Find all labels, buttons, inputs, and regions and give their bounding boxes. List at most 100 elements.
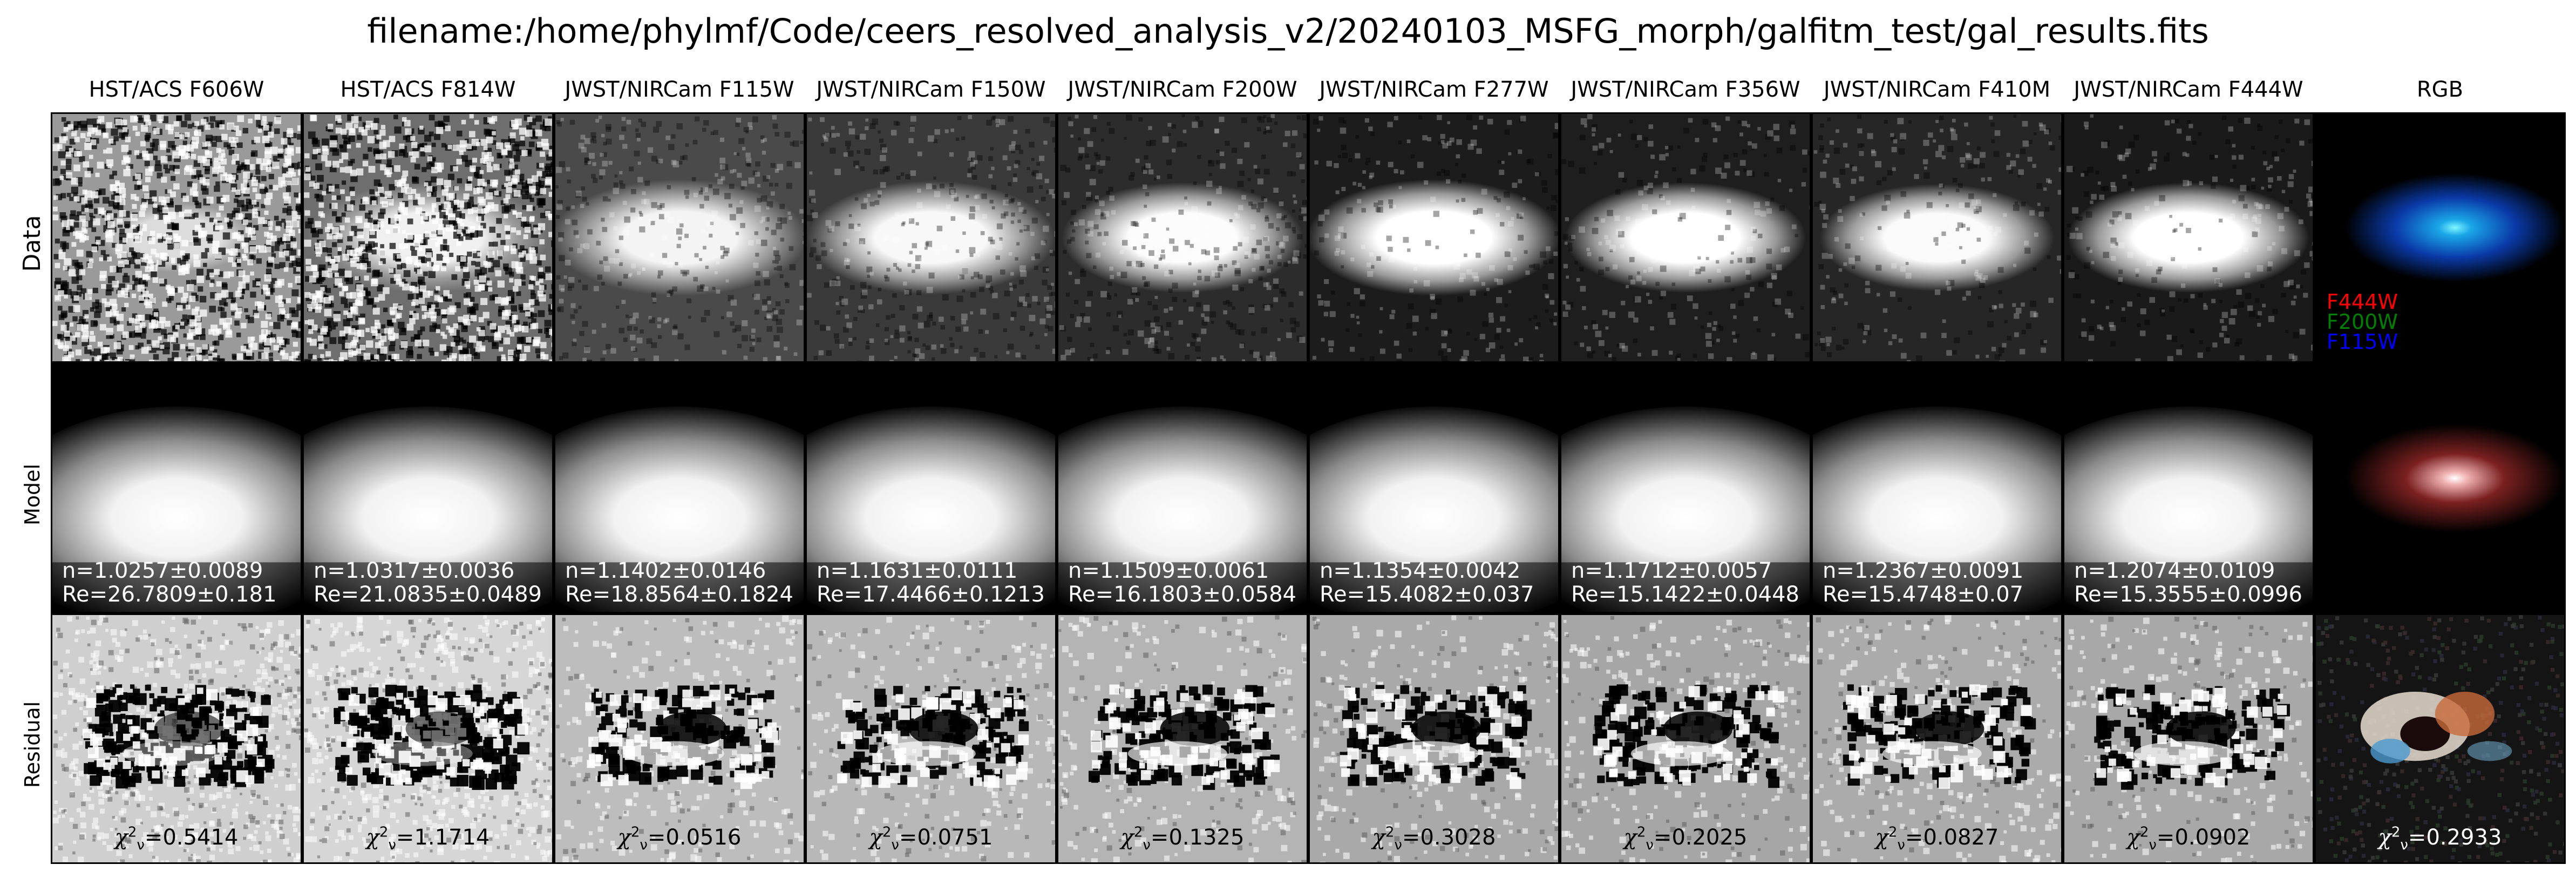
column-label-rgb: RGB xyxy=(2416,77,2464,102)
model-panel-image xyxy=(304,364,552,612)
fit-parameters: n=1.1509±0.0061 Re=16.1803±0.0584 xyxy=(1068,559,1296,606)
column-label: JWST/NIRCam F410M xyxy=(1823,77,2051,102)
model-panel: n=1.1509±0.0061 Re=16.1803±0.0584 xyxy=(1057,363,1308,613)
effective-radius: Re=15.1422±0.0448 xyxy=(1571,582,1800,607)
column-label: JWST/NIRCam F200W xyxy=(1068,77,1297,102)
column-label: JWST/NIRCam F115W xyxy=(565,77,794,102)
reduced-chi2: χ2ν=0.3028 xyxy=(1372,824,1496,853)
sersic-index: n=1.0257±0.0089 xyxy=(62,558,263,583)
reduced-chi2: χ2ν=0.0751 xyxy=(869,824,993,853)
rgb-legend: F444W F200W F115W xyxy=(2327,292,2398,352)
reduced-chi2: χ2ν=1.1714 xyxy=(366,824,490,853)
model-panel: n=1.0317±0.0036 Re=21.0835±0.0489 xyxy=(302,363,554,613)
row-label-residual: Residual xyxy=(21,701,44,788)
column-label: JWST/NIRCam F150W xyxy=(816,77,1046,102)
residual-panel-image xyxy=(1813,615,2061,862)
model-panel-image xyxy=(52,364,301,612)
rgb-model-panel-image xyxy=(2316,364,2564,612)
data-panel-image xyxy=(52,114,301,361)
sersic-index: n=1.1712±0.0057 xyxy=(1571,558,1772,583)
residual-panel-image xyxy=(2064,615,2313,862)
effective-radius: Re=15.3555±0.0996 xyxy=(2074,582,2303,607)
fit-parameters: n=1.0317±0.0036 Re=21.0835±0.0489 xyxy=(314,559,542,606)
figure-title: filename:/home/phylmf/Code/ceers_resolve… xyxy=(367,11,2209,51)
reduced-chi2: χ2ν=0.5414 xyxy=(114,824,239,853)
residual-panel-image xyxy=(52,615,301,862)
model-panel-image xyxy=(555,364,804,612)
fit-parameters: n=1.1712±0.0057 Re=15.1422±0.0448 xyxy=(1571,559,1799,606)
data-panel xyxy=(1560,112,1811,363)
residual-panel: χ2ν=0.0516 xyxy=(554,613,805,864)
residual-panel: χ2ν=0.1325 xyxy=(1057,613,1308,864)
residual-panel-image xyxy=(1058,615,1307,862)
rgb-data-panel-image xyxy=(2316,114,2564,361)
reduced-chi2: χ2ν=0.0827 xyxy=(1875,824,1999,853)
effective-radius: Re=26.7809±0.181 xyxy=(62,582,277,607)
rgb-data-panel: F444W F200W F115W xyxy=(2314,112,2566,363)
rgb-legend-entry: F200W xyxy=(2327,310,2398,334)
data-panel xyxy=(51,112,302,363)
column-label: HST/ACS F814W xyxy=(340,77,516,102)
effective-radius: Re=16.1803±0.0584 xyxy=(1068,582,1297,607)
model-panel-image xyxy=(2064,364,2313,612)
residual-panel-image xyxy=(555,615,804,862)
reduced-chi2: χ2ν=0.1325 xyxy=(1120,824,1245,853)
model-panel-image xyxy=(1058,364,1307,612)
data-panel-image xyxy=(555,114,804,361)
fit-parameters: n=1.1402±0.0146 Re=18.8564±0.1824 xyxy=(565,559,793,606)
sersic-index: n=1.1402±0.0146 xyxy=(565,558,766,583)
row-label-data: Data xyxy=(18,215,46,272)
fit-parameters: n=1.1354±0.0042 Re=15.4082±0.037 xyxy=(1320,559,1534,606)
data-panel-image xyxy=(1310,114,1558,361)
fit-parameters: n=1.1631±0.0111 Re=17.4466±0.1213 xyxy=(817,559,1045,606)
rgb-model-panel xyxy=(2314,363,2566,613)
data-panel xyxy=(1308,112,1560,363)
data-panel xyxy=(2063,112,2314,363)
model-panel: n=1.2074±0.0109 Re=15.3555±0.0996 xyxy=(2063,363,2314,613)
rgb-legend-entry: F115W xyxy=(2327,330,2398,354)
sersic-index: n=1.1354±0.0042 xyxy=(1320,558,1521,583)
model-panel: n=1.1402±0.0146 Re=18.8564±0.1824 xyxy=(554,363,805,613)
residual-panel-image xyxy=(807,615,1055,862)
rgb-reduced-chi2: χ2ν=0.2933 xyxy=(2378,824,2502,853)
column-label: HST/ACS F606W xyxy=(89,77,264,102)
row-label-model: Model xyxy=(21,463,44,526)
residual-panel: χ2ν=0.5414 xyxy=(51,613,302,864)
residual-panel-image xyxy=(1310,615,1558,862)
model-panel: n=1.2367±0.0091 Re=15.4748±0.07 xyxy=(1811,363,2063,613)
effective-radius: Re=15.4748±0.07 xyxy=(1823,582,2024,607)
model-panel-image xyxy=(807,364,1055,612)
data-panel xyxy=(1057,112,1308,363)
data-panel-image xyxy=(304,114,552,361)
fit-parameters: n=1.0257±0.0089 Re=26.7809±0.181 xyxy=(62,559,277,606)
residual-panel: χ2ν=0.3028 xyxy=(1308,613,1560,864)
sersic-index: n=1.0317±0.0036 xyxy=(314,558,515,583)
data-panel xyxy=(1811,112,2063,363)
effective-radius: Re=21.0835±0.0489 xyxy=(314,582,542,607)
sersic-index: n=1.1631±0.0111 xyxy=(817,558,1018,583)
column-label: JWST/NIRCam F356W xyxy=(1571,77,1800,102)
residual-panel-image xyxy=(1561,615,1810,862)
rgb-legend-entry: F444W xyxy=(2327,290,2398,314)
sersic-index: n=1.1509±0.0061 xyxy=(1068,558,1269,583)
model-panel: n=1.1354±0.0042 Re=15.4082±0.037 xyxy=(1308,363,1560,613)
reduced-chi2: χ2ν=0.0516 xyxy=(617,824,742,853)
data-panel-image xyxy=(807,114,1055,361)
residual-panel-image xyxy=(304,615,552,862)
column-label: JWST/NIRCam F277W xyxy=(1319,77,1549,102)
fit-parameters: n=1.2367±0.0091 Re=15.4748±0.07 xyxy=(1823,559,2023,606)
data-panel xyxy=(302,112,554,363)
sersic-index: n=1.2074±0.0109 xyxy=(2074,558,2275,583)
reduced-chi2: χ2ν=0.2025 xyxy=(1623,824,1748,853)
residual-panel: χ2ν=0.0902 xyxy=(2063,613,2314,864)
model-panel: n=1.0257±0.0089 Re=26.7809±0.181 xyxy=(51,363,302,613)
fit-parameters: n=1.2074±0.0109 Re=15.3555±0.0996 xyxy=(2074,559,2302,606)
model-panel-image xyxy=(1310,364,1558,612)
model-panel: n=1.1712±0.0057 Re=15.1422±0.0448 xyxy=(1560,363,1811,613)
model-panel: n=1.1631±0.0111 Re=17.4466±0.1213 xyxy=(805,363,1057,613)
effective-radius: Re=17.4466±0.1213 xyxy=(817,582,1045,607)
effective-radius: Re=15.4082±0.037 xyxy=(1320,582,1534,607)
data-panel-image xyxy=(2064,114,2313,361)
rgb-residual-panel: χ2ν=0.2933 xyxy=(2314,613,2566,864)
residual-panel: χ2ν=1.1714 xyxy=(302,613,554,864)
